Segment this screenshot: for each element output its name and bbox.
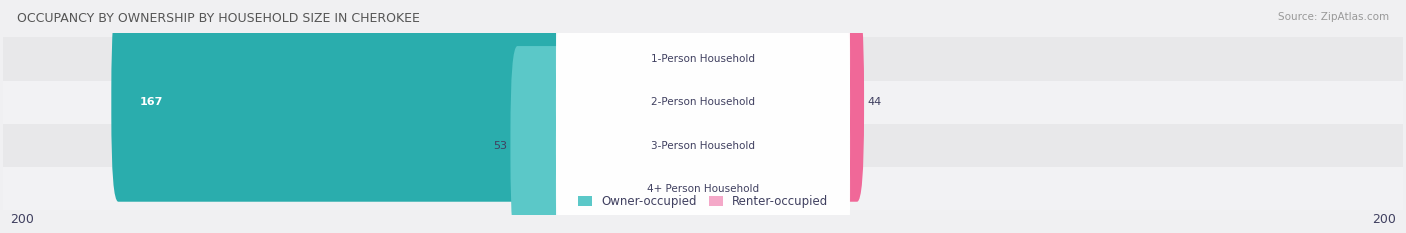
- FancyBboxPatch shape: [555, 50, 851, 233]
- FancyBboxPatch shape: [3, 167, 1403, 210]
- FancyBboxPatch shape: [555, 7, 851, 197]
- FancyBboxPatch shape: [510, 46, 710, 233]
- Text: 167: 167: [139, 97, 163, 107]
- FancyBboxPatch shape: [555, 0, 851, 154]
- Text: 44: 44: [868, 97, 882, 107]
- FancyBboxPatch shape: [651, 89, 710, 233]
- Text: 4+ Person Household: 4+ Person Household: [647, 184, 759, 194]
- FancyBboxPatch shape: [696, 0, 787, 158]
- FancyBboxPatch shape: [555, 94, 851, 233]
- Text: 6: 6: [734, 140, 741, 151]
- FancyBboxPatch shape: [591, 0, 710, 158]
- FancyBboxPatch shape: [696, 46, 731, 233]
- Text: 3-Person Household: 3-Person Household: [651, 140, 755, 151]
- Legend: Owner-occupied, Renter-occupied: Owner-occupied, Renter-occupied: [572, 190, 834, 212]
- Text: 2-Person Household: 2-Person Household: [651, 97, 755, 107]
- FancyBboxPatch shape: [3, 37, 1403, 81]
- Text: 22: 22: [790, 184, 804, 194]
- FancyBboxPatch shape: [111, 3, 710, 202]
- Text: 13: 13: [633, 184, 647, 194]
- Text: 30: 30: [574, 54, 588, 64]
- FancyBboxPatch shape: [3, 124, 1403, 167]
- FancyBboxPatch shape: [696, 3, 865, 202]
- Text: 53: 53: [494, 140, 508, 151]
- Text: 200: 200: [10, 212, 34, 226]
- FancyBboxPatch shape: [696, 89, 787, 233]
- Text: 200: 200: [1372, 212, 1396, 226]
- Text: Source: ZipAtlas.com: Source: ZipAtlas.com: [1278, 12, 1389, 22]
- Text: 1-Person Household: 1-Person Household: [651, 54, 755, 64]
- Text: 22: 22: [790, 54, 804, 64]
- Text: OCCUPANCY BY OWNERSHIP BY HOUSEHOLD SIZE IN CHEROKEE: OCCUPANCY BY OWNERSHIP BY HOUSEHOLD SIZE…: [17, 12, 420, 25]
- FancyBboxPatch shape: [3, 81, 1403, 124]
